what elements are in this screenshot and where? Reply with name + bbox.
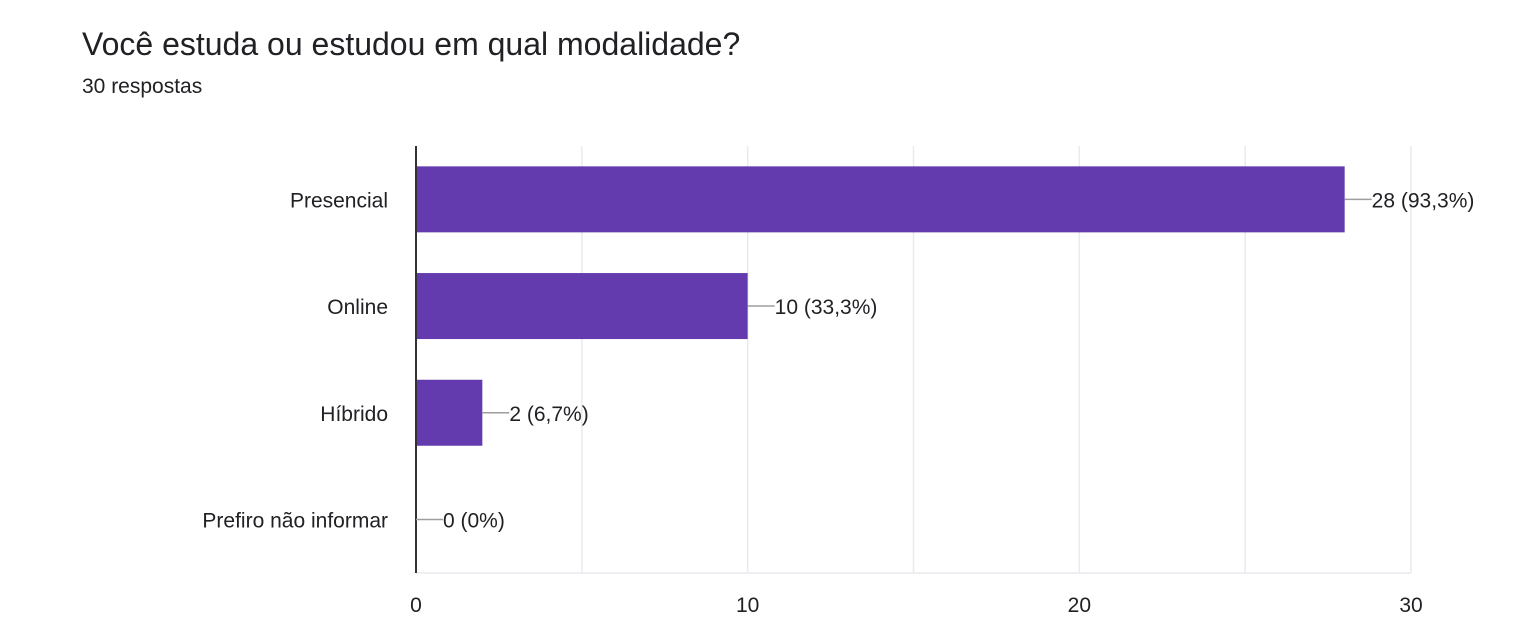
category-label: Presencial <box>290 189 388 212</box>
bars <box>416 166 1345 446</box>
value-label: 10 (33,3%) <box>775 296 878 319</box>
bar <box>416 379 483 446</box>
response-count: 30 respostas <box>82 75 203 98</box>
category-label: Prefiro não informar <box>202 509 388 532</box>
question-title: Você estuda ou estudou em qual modalidad… <box>82 26 741 62</box>
category-label: Híbrido <box>320 403 388 426</box>
gridlines <box>416 146 1412 574</box>
value-label: 2 (6,7%) <box>509 403 588 426</box>
value-label: 28 (93,3%) <box>1372 189 1475 212</box>
labels: 0 10 20 30 Presencial 28 (93,3%) Online 10 (33,… <box>202 189 1474 617</box>
value-label: 0 (0%) <box>443 509 505 532</box>
bar <box>416 166 1345 233</box>
category-label: Online <box>327 296 388 319</box>
x-tick-label: 20 <box>1068 594 1091 617</box>
bar <box>416 273 748 340</box>
x-tick-label: 0 <box>410 594 422 617</box>
x-tick-label: 10 <box>736 594 759 617</box>
x-tick-label: 30 <box>1399 594 1422 617</box>
